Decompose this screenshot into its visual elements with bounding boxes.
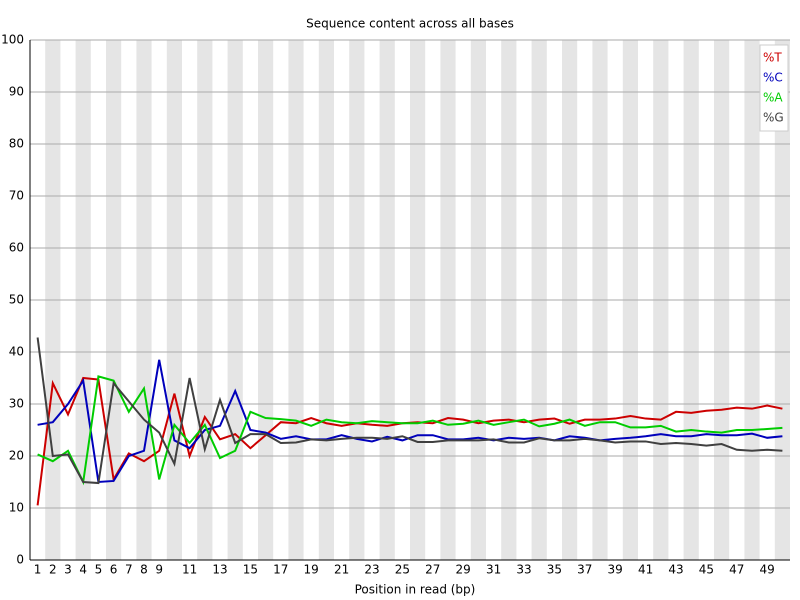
x-tick-label: 23 [364, 563, 379, 577]
x-tick-label: 5 [95, 563, 103, 577]
series-line [36, 337, 783, 485]
y-tick-label: 100 [1, 33, 24, 47]
x-tick-label: 37 [577, 563, 592, 577]
x-tick-label: 4 [79, 563, 87, 577]
x-tick-label: 6 [110, 563, 118, 577]
legend-label: %C [763, 71, 783, 85]
y-tick-label: 30 [9, 397, 24, 411]
chart-title: Sequence content across all bases [306, 17, 514, 31]
series-line [37, 359, 783, 484]
x-tick-label: 45 [699, 563, 714, 577]
x-tick-label: 2 [49, 563, 57, 577]
legend-label: %A [763, 91, 783, 105]
x-tick-label: 15 [243, 563, 258, 577]
y-tick-label: 70 [9, 189, 24, 203]
x-tick-label: 13 [212, 563, 227, 577]
x-tick-label: 43 [668, 563, 683, 577]
x-tick-label: 3 [64, 563, 72, 577]
legend-label: %T [763, 51, 782, 65]
y-tick-label: 60 [9, 241, 24, 255]
x-tick-label: 25 [395, 563, 410, 577]
y-tick-label: 0 [16, 553, 24, 567]
x-tick-label: 21 [334, 563, 349, 577]
x-tick-label: 35 [547, 563, 562, 577]
x-tick-label: 19 [304, 563, 319, 577]
y-tick-label: 20 [9, 449, 24, 463]
x-tick-label: 33 [516, 563, 531, 577]
y-tick-label: 50 [9, 293, 24, 307]
y-tick-label: 90 [9, 85, 24, 99]
x-tick-label: 49 [760, 563, 775, 577]
x-tick-label: 17 [273, 563, 288, 577]
x-tick-label: 31 [486, 563, 501, 577]
x-tick-label: 41 [638, 563, 653, 577]
y-tick-label: 40 [9, 345, 24, 359]
y-tick-label: 80 [9, 137, 24, 151]
x-tick-label: 8 [140, 563, 148, 577]
x-tick-label: 27 [425, 563, 440, 577]
x-axis-label: Position in read (bp) [355, 583, 476, 597]
x-tick-label: 7 [125, 563, 133, 577]
legend: %T %C %A %G [759, 44, 789, 132]
x-tick-label: 29 [456, 563, 471, 577]
x-tick-label: 1 [34, 563, 42, 577]
legend-box [759, 44, 789, 132]
y-tick-label: 10 [9, 501, 24, 515]
x-tick-label: 9 [155, 563, 163, 577]
legend-label: %G [763, 111, 784, 125]
x-tick-label: 47 [729, 563, 744, 577]
x-tick-label: 39 [608, 563, 623, 577]
series-line [37, 375, 783, 486]
x-tick-label: 11 [182, 563, 197, 577]
